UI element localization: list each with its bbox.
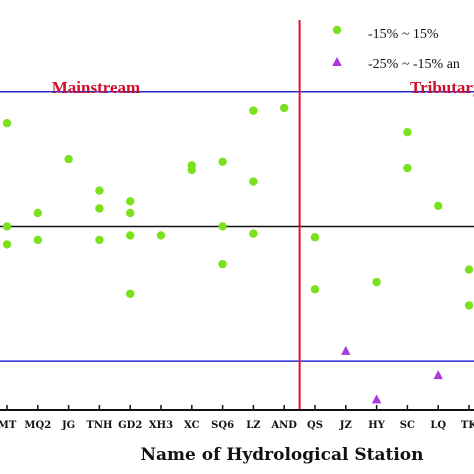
data-point-s0-29 bbox=[464, 265, 474, 274]
data-point-s0-13 bbox=[156, 231, 166, 240]
x-axis-title: Name of Hydrological Station bbox=[140, 445, 423, 465]
region-label-tributary: Tributary bbox=[410, 78, 474, 97]
data-point-s0-23 bbox=[310, 233, 320, 242]
x-tick-label-MQ2: MQ2 bbox=[24, 420, 51, 431]
data-point-s1-2 bbox=[433, 370, 443, 380]
data-point-s0-6 bbox=[95, 186, 104, 195]
data-point-s0-19 bbox=[249, 106, 258, 115]
data-point-s0-21 bbox=[249, 229, 258, 238]
data-point-s0-25 bbox=[372, 277, 381, 287]
data-point-s0-18 bbox=[218, 259, 227, 269]
x-tick-label-LQ: LQ bbox=[430, 420, 446, 431]
data-point-s0-0 bbox=[2, 119, 12, 128]
x-axis bbox=[0, 405, 474, 411]
data-point-s1-1 bbox=[371, 394, 382, 404]
data-point-s0-4 bbox=[33, 235, 42, 245]
reference-lines bbox=[0, 91, 474, 362]
data-point-s0-7 bbox=[95, 204, 104, 213]
data-point-s0-2 bbox=[2, 240, 12, 249]
legend-label-0: -15% ~ 15% bbox=[368, 27, 439, 42]
data-point-s1-0 bbox=[341, 345, 351, 355]
x-tick-label-TK: TK bbox=[461, 420, 474, 431]
data-point-s0-27 bbox=[403, 163, 412, 173]
x-tick-label-QS: QS bbox=[307, 420, 323, 431]
x-tick-label-TNH: TNH bbox=[86, 420, 112, 431]
legend-marker-circle bbox=[332, 25, 342, 35]
data-point-s0-24 bbox=[310, 285, 320, 294]
data-point-s0-5 bbox=[64, 154, 73, 164]
data-point-s0-30 bbox=[464, 301, 474, 310]
region-label-mainstream: Mainstream bbox=[52, 78, 140, 97]
data-point-s0-20 bbox=[249, 177, 258, 186]
legend: -15% ~ 15% -25% ~ -15% an bbox=[332, 25, 460, 72]
x-tick-label-JZ: JZ bbox=[339, 420, 352, 431]
data-point-s0-15 bbox=[187, 165, 196, 175]
x-tick-label-GD2: GD2 bbox=[118, 420, 142, 431]
x-tick-labels: MT MQ2 JG TNH GD2 XH3 XC SQ6 LZ AND QS JZ HY SC LQ TK bbox=[0, 420, 474, 431]
data-point-s0-26 bbox=[403, 127, 412, 137]
x-tick-label-AND: AND bbox=[270, 420, 297, 431]
data-point-s0-1 bbox=[2, 222, 12, 231]
x-tick-label-HY: HY bbox=[368, 420, 385, 431]
x-tick-label-JG: JG bbox=[61, 420, 75, 431]
data-point-s0-3 bbox=[33, 208, 42, 218]
x-tick-label-SQ6: SQ6 bbox=[211, 420, 234, 431]
x-tick-label-XH3: XH3 bbox=[149, 420, 173, 431]
data-point-s0-11 bbox=[126, 231, 135, 240]
x-tick-label-MT: MT bbox=[0, 420, 17, 431]
x-tick-label-SC: SC bbox=[400, 420, 415, 431]
data-point-s0-8 bbox=[95, 235, 104, 245]
data-point-s0-16 bbox=[218, 157, 227, 167]
data-point-s0-22 bbox=[280, 103, 289, 113]
x-tick-label-LZ: LZ bbox=[246, 420, 260, 431]
data-points bbox=[2, 103, 474, 404]
data-point-s0-10 bbox=[126, 208, 135, 218]
data-point-s0-17 bbox=[218, 222, 227, 231]
x-tick-label-XC: XC bbox=[184, 420, 200, 431]
legend-label-1: -25% ~ -15% an bbox=[368, 57, 460, 72]
data-point-s0-28 bbox=[434, 201, 443, 210]
data-point-s0-9 bbox=[126, 197, 135, 206]
data-point-s0-12 bbox=[126, 289, 135, 298]
legend-marker-triangle bbox=[332, 57, 342, 66]
